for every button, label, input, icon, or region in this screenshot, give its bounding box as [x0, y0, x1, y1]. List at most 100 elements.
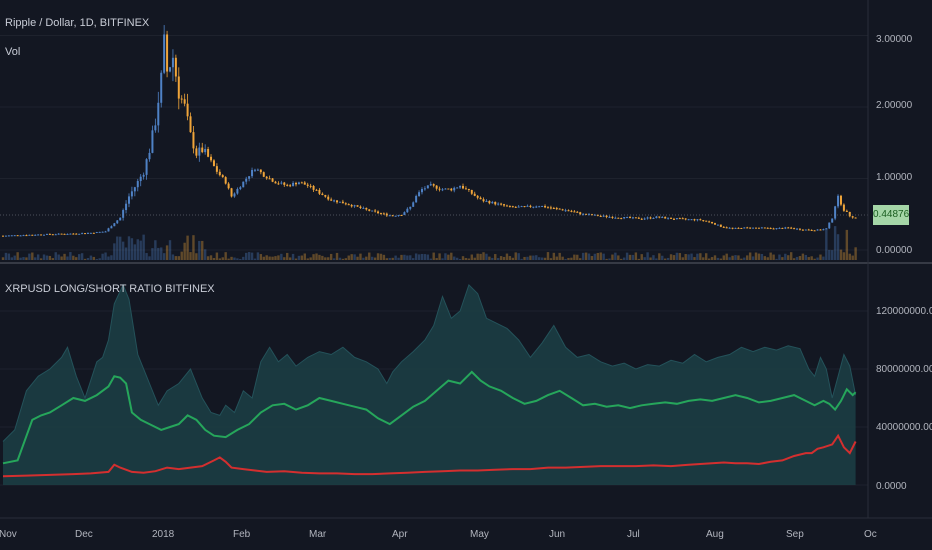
candle-body [57, 233, 60, 235]
volume-bar [526, 256, 529, 260]
candle-body [84, 233, 87, 235]
candle-body [611, 216, 614, 218]
volume-bar [206, 256, 210, 260]
candle-body [555, 208, 558, 210]
candle-body [368, 209, 371, 211]
candle-body [212, 160, 215, 167]
candle-body [450, 188, 453, 191]
symbol-title[interactable]: Ripple / Dollar, 1D, BITFINEX [5, 17, 150, 29]
volume-bar [429, 258, 432, 260]
volume-bar [731, 255, 734, 260]
volume-bar [822, 256, 825, 260]
volume-bar [620, 258, 623, 260]
candle-body [435, 185, 438, 189]
volume-bar [321, 255, 324, 260]
volume-bar [423, 254, 427, 260]
candle-body [796, 228, 799, 230]
volume-bar [491, 257, 494, 260]
volume-bar [754, 252, 758, 260]
candle-body [573, 211, 576, 213]
volume-bar [13, 255, 16, 260]
candle-body [819, 229, 822, 231]
volume-bar [499, 256, 503, 260]
candle-body [675, 218, 678, 220]
candle-body [582, 213, 585, 215]
volume-bar [309, 257, 312, 260]
candle-body [31, 234, 34, 236]
volume-bar [766, 257, 769, 260]
candle-body [752, 227, 755, 229]
candle-body [713, 223, 716, 225]
candle-body [379, 213, 382, 215]
volume-bar [532, 255, 535, 260]
volume-bar [792, 258, 796, 260]
candle-body [500, 203, 503, 205]
volume-bar [830, 250, 834, 260]
time-label-jul: Jul [627, 529, 640, 540]
candle-body [186, 103, 189, 117]
ratio-series [2, 283, 857, 485]
volume-bar [772, 254, 775, 260]
candle-body [385, 213, 388, 216]
candle-body [839, 195, 842, 205]
candle-body [63, 233, 66, 235]
candle-body [426, 185, 429, 189]
volume-bar [183, 242, 186, 260]
candle-body [719, 224, 722, 227]
volume-bar [373, 257, 377, 260]
candle-body [485, 200, 488, 202]
volume-label[interactable]: Vol [5, 46, 21, 58]
candle-body [189, 116, 192, 133]
candle-body [690, 219, 693, 221]
volume-bar [549, 258, 553, 260]
volume-bar [54, 252, 57, 260]
candle-body [672, 218, 675, 220]
volume-bar [376, 253, 380, 260]
candle-body [403, 212, 406, 216]
volume-bar [382, 254, 386, 260]
volume-bar [628, 254, 632, 260]
candle-body [166, 34, 169, 72]
volume-bar [368, 252, 371, 260]
volume-bar [171, 254, 175, 260]
volume-bar [707, 258, 711, 260]
candle-body [397, 215, 400, 217]
volume-bar [379, 253, 383, 260]
volume-bar [192, 235, 195, 260]
candle-body [772, 228, 775, 230]
candle-body [652, 217, 655, 219]
volume-bar [658, 253, 661, 260]
volume-bar [622, 257, 626, 260]
candle-body [432, 184, 435, 186]
volume-bar [567, 257, 570, 260]
volume-bar [713, 255, 717, 260]
volume-bar [546, 252, 550, 260]
candle-body [716, 224, 719, 226]
candle-body [444, 188, 447, 190]
volume-bar [740, 258, 743, 260]
volume-bar [450, 252, 453, 260]
price-tick-2: 2.00000 [876, 100, 913, 111]
candle-body [151, 130, 154, 153]
volume-bar [637, 258, 641, 260]
volume-bar [426, 254, 430, 260]
candle-body [336, 200, 339, 203]
candle-body [256, 169, 259, 171]
top-pane-grid [0, 35, 868, 251]
volume-bar [523, 256, 526, 260]
candle-body [92, 232, 95, 234]
candle-body [145, 159, 148, 175]
candle-body [549, 207, 552, 209]
candle-body [277, 183, 280, 185]
candle-body [207, 149, 210, 157]
candle-body [365, 207, 368, 210]
volume-bar [165, 245, 169, 260]
candle-body [429, 184, 432, 186]
volume-bar [795, 256, 799, 260]
indicator-title[interactable]: XRPUSD LONG/SHORT RATIO BITFINEX [5, 283, 215, 295]
volume-bar [265, 255, 268, 260]
volume-bar [69, 252, 72, 260]
candle-body [136, 181, 139, 188]
candle-body [585, 213, 588, 215]
